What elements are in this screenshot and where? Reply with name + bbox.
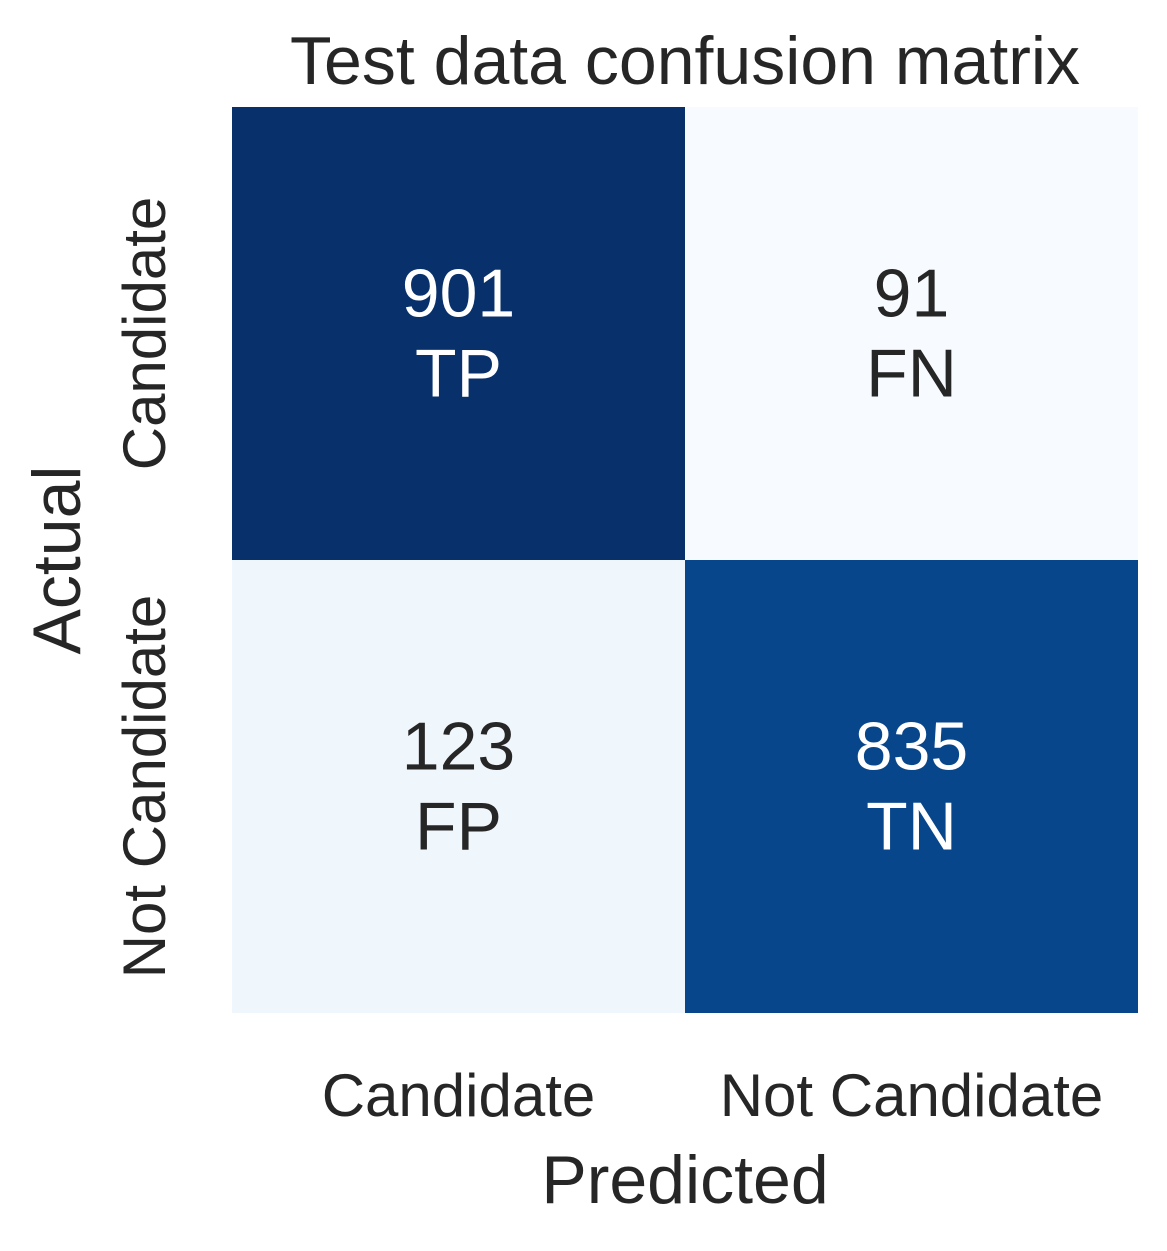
cell-value-actual-not-candidate-pred-not-candidate: 835 xyxy=(855,709,968,785)
chart-title: Test data confusion matrix xyxy=(290,23,1080,99)
cell-label-actual-candidate-pred-not-candidate: FN xyxy=(866,336,957,412)
heatmap-cells xyxy=(232,107,1138,1013)
cell-value-actual-candidate-pred-candidate: 901 xyxy=(402,256,515,332)
y-tick-label-actual-not-candidate: Not Candidate xyxy=(111,595,178,979)
y-axis-label: Actual xyxy=(19,466,95,655)
heatmap-cell-actual-candidate-pred-candidate xyxy=(232,107,685,560)
y-tick-labels: Candidate Not Candidate xyxy=(111,197,178,979)
heatmap-cell-actual-not-candidate-pred-candidate xyxy=(232,560,685,1013)
cell-value-actual-not-candidate-pred-candidate: 123 xyxy=(402,709,515,785)
y-tick-label-actual-candidate: Candidate xyxy=(111,197,178,471)
heatmap-cell-actual-candidate-pred-not-candidate xyxy=(685,107,1138,560)
cell-label-actual-not-candidate-pred-not-candidate: TN xyxy=(866,789,957,865)
x-tick-label-pred-not-candidate: Not Candidate xyxy=(720,1062,1104,1129)
x-tick-label-pred-candidate: Candidate xyxy=(322,1062,596,1129)
cell-label-actual-not-candidate-pred-candidate: FP xyxy=(415,789,502,865)
x-axis-label: Predicted xyxy=(541,1142,828,1218)
heatmap-cell-actual-not-candidate-pred-not-candidate xyxy=(685,560,1138,1013)
x-tick-labels: Candidate Not Candidate xyxy=(322,1062,1104,1129)
cell-label-actual-candidate-pred-candidate: TP xyxy=(415,336,502,412)
cell-value-actual-candidate-pred-not-candidate: 91 xyxy=(874,256,950,332)
